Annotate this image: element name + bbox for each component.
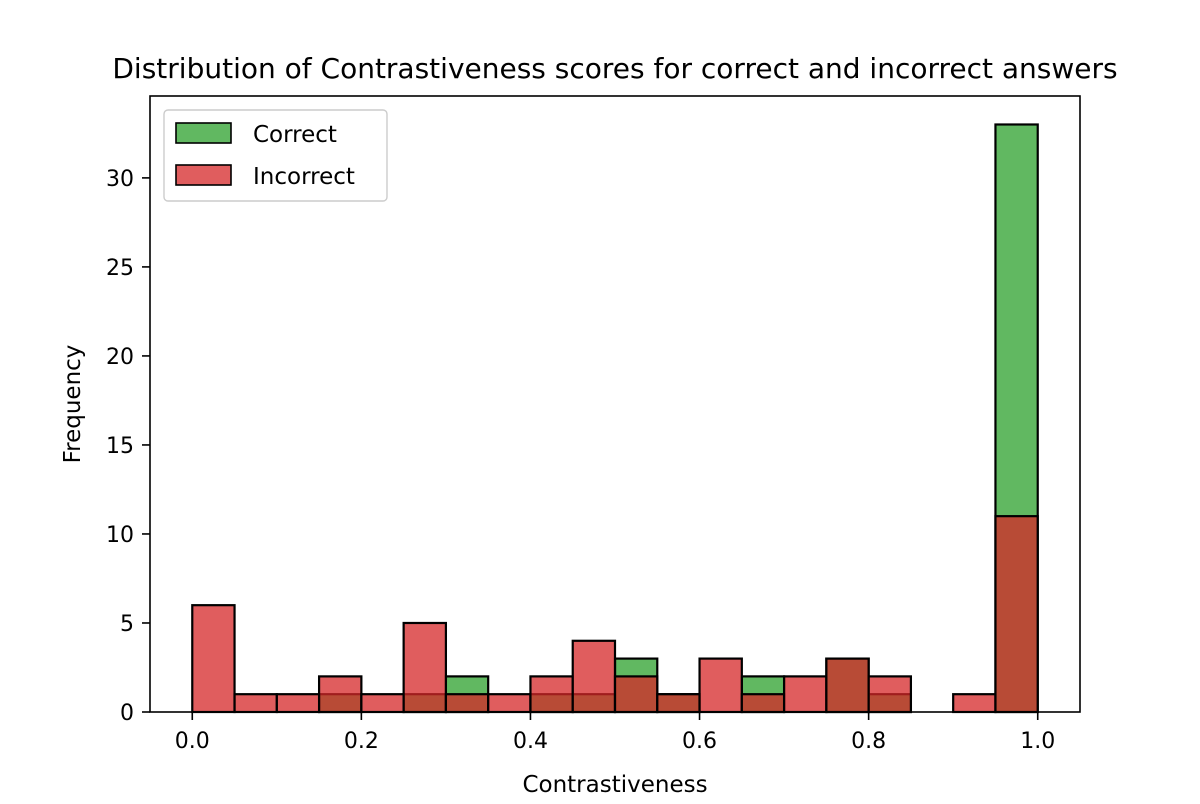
x-axis-label: Contrastiveness [522,772,707,798]
x-tick-label-1: 0.2 [344,729,379,754]
plot-frame [149,95,1081,713]
bar-incorrect-12 [698,657,743,714]
y-tick-label-0: 0 [120,701,134,726]
bar-incorrect-0 [191,604,236,714]
bar-incorrect-10 [613,675,659,714]
bar-incorrect-3 [317,675,363,714]
legend-swatch-correct [175,122,232,144]
y-tick-label-1: 5 [120,612,134,637]
x-tick-label-2: 0.4 [513,729,548,754]
bar-incorrect-13 [740,693,786,714]
bar-incorrect-14 [782,675,828,714]
y-tick-label-4: 20 [106,345,134,370]
x-tick-label-0: 0.0 [175,729,210,754]
bar-incorrect-18 [952,693,997,714]
legend-label-incorrect: Incorrect [253,164,355,190]
x-axis: 0.0 0.2 0.4 0.6 0.8 1.0 [175,712,1055,754]
bar-incorrect-2 [275,693,321,714]
bars-layer [191,123,1039,714]
y-axis-label: Frequency [60,345,86,464]
bar-incorrect-11 [656,693,701,714]
y-tick-label-5: 25 [106,256,134,281]
legend-label-correct: Correct [253,122,337,148]
x-tick-label-5: 1.0 [1020,729,1055,754]
x-tick-label-3: 0.6 [682,729,717,754]
y-tick-label-2: 10 [106,523,134,548]
bar-incorrect-5 [402,621,448,714]
y-tick-label-6: 30 [106,167,134,192]
legend-swatch-incorrect [175,164,232,186]
bar-incorrect-4 [360,693,405,714]
bar-incorrect-16 [867,675,913,714]
y-axis: 0 5 10 15 20 25 30 [106,167,150,726]
y-tick-label-3: 15 [106,434,134,459]
bar-incorrect-1 [233,693,278,714]
bar-incorrect-7 [487,693,532,714]
bar-incorrect-8 [529,675,574,714]
bar-incorrect-19 [994,515,1039,714]
x-tick-label-4: 0.8 [851,729,886,754]
bar-incorrect-15 [825,657,870,714]
legend: Correct Incorrect [163,109,388,202]
chart-title: Distribution of Contrastiveness scores f… [112,52,1117,85]
bar-incorrect-9 [571,639,617,714]
bar-incorrect-6 [444,693,490,714]
